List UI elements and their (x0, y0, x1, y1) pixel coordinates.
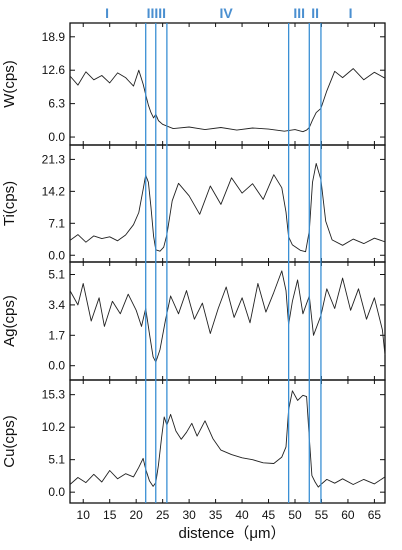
x-tick-label: 65 (368, 508, 382, 522)
y-axis-title: Ti(cps) (1, 181, 18, 226)
x-tick-label: 40 (235, 508, 249, 522)
region-labels: I IIIII IV III II I (105, 5, 352, 21)
y-tick-label: 10.2 (42, 420, 66, 434)
x-tick-label: 60 (341, 508, 355, 522)
chart-panels: 0.0 6.3 12.6 18.9 W(cps) 0.0 7.1 14.2 21.3 Ti(cps… (1, 22, 386, 504)
y-tick-label: 12.6 (42, 63, 66, 77)
panel-frame (69, 379, 386, 504)
y-axis-title: W(cps) (1, 60, 18, 108)
x-tick-label: 10 (77, 508, 91, 522)
x-tick-label: 50 (288, 508, 302, 522)
region-label: IV (220, 5, 234, 21)
region-boundaries (145, 23, 322, 503)
x-tick-label: 15 (103, 508, 117, 522)
panel-3: 0.0 5.1 10.2 15.3 Cu(cps) (1, 379, 386, 504)
panel-1: 0.0 7.1 14.2 21.3 Ti(cps) (1, 144, 386, 263)
y-tick-label: 0.0 (48, 130, 65, 144)
panel-frame (69, 22, 386, 146)
y-tick-label: 0.0 (48, 248, 65, 262)
series-line (69, 163, 386, 253)
y-tick-label: 5.1 (48, 453, 65, 467)
y-axis-title: Cu(cps) (1, 415, 18, 468)
region-label: I (105, 5, 109, 21)
panel-frame (69, 144, 386, 263)
y-tick-label: 18.9 (42, 30, 66, 44)
region-label: I (349, 5, 353, 21)
region-label: III (293, 5, 305, 21)
panel-frame (69, 261, 386, 381)
x-axis-title: distence（μm） (178, 525, 285, 542)
y-tick-label: 0.0 (48, 485, 65, 499)
y-tick-label: 15.3 (42, 388, 66, 402)
region-label: IIIII (147, 5, 166, 21)
series-line (69, 68, 386, 133)
y-tick-label: 1.7 (48, 328, 65, 342)
x-tick-label: 55 (315, 508, 329, 522)
x-tick-label: 30 (182, 508, 196, 522)
series-line (69, 270, 386, 363)
y-tick-label: 3.4 (48, 298, 65, 312)
y-tick-label: 14.2 (42, 184, 66, 198)
y-tick-label: 7.1 (48, 216, 65, 230)
x-axis: 10 15 20 25 30 35 40 45 50 55 60 65 (77, 508, 382, 522)
y-tick-label: 0.0 (48, 359, 65, 373)
y-axis-title: Ag(cps) (1, 295, 18, 347)
panel-2: 0.0 1.7 3.4 5.1 Ag(cps) (1, 261, 386, 381)
series-line (69, 390, 386, 488)
x-tick-label: 35 (209, 508, 223, 522)
y-tick-label: 6.3 (48, 97, 65, 111)
y-tick-label: 21.3 (42, 152, 66, 166)
region-label: II (311, 5, 319, 21)
x-tick-label: 45 (262, 508, 276, 522)
y-tick-label: 5.1 (48, 268, 65, 282)
x-tick-label: 25 (156, 508, 170, 522)
x-tick-label: 20 (129, 508, 143, 522)
panel-0: 0.0 6.3 12.6 18.9 W(cps) (1, 22, 386, 146)
